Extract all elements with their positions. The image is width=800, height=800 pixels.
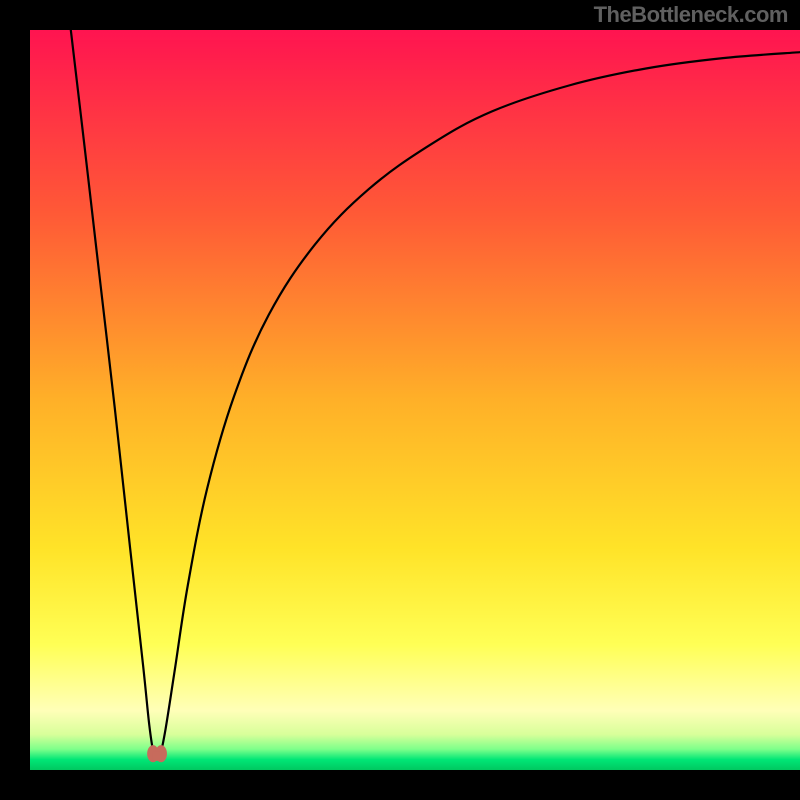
- gradient-background: [30, 30, 800, 770]
- chart-frame: TheBottleneck.com: [0, 0, 800, 800]
- plot-area: [30, 30, 800, 770]
- watermark-text: TheBottleneck.com: [594, 2, 788, 28]
- minimum-marker: [147, 745, 167, 762]
- plot-svg: [30, 30, 800, 770]
